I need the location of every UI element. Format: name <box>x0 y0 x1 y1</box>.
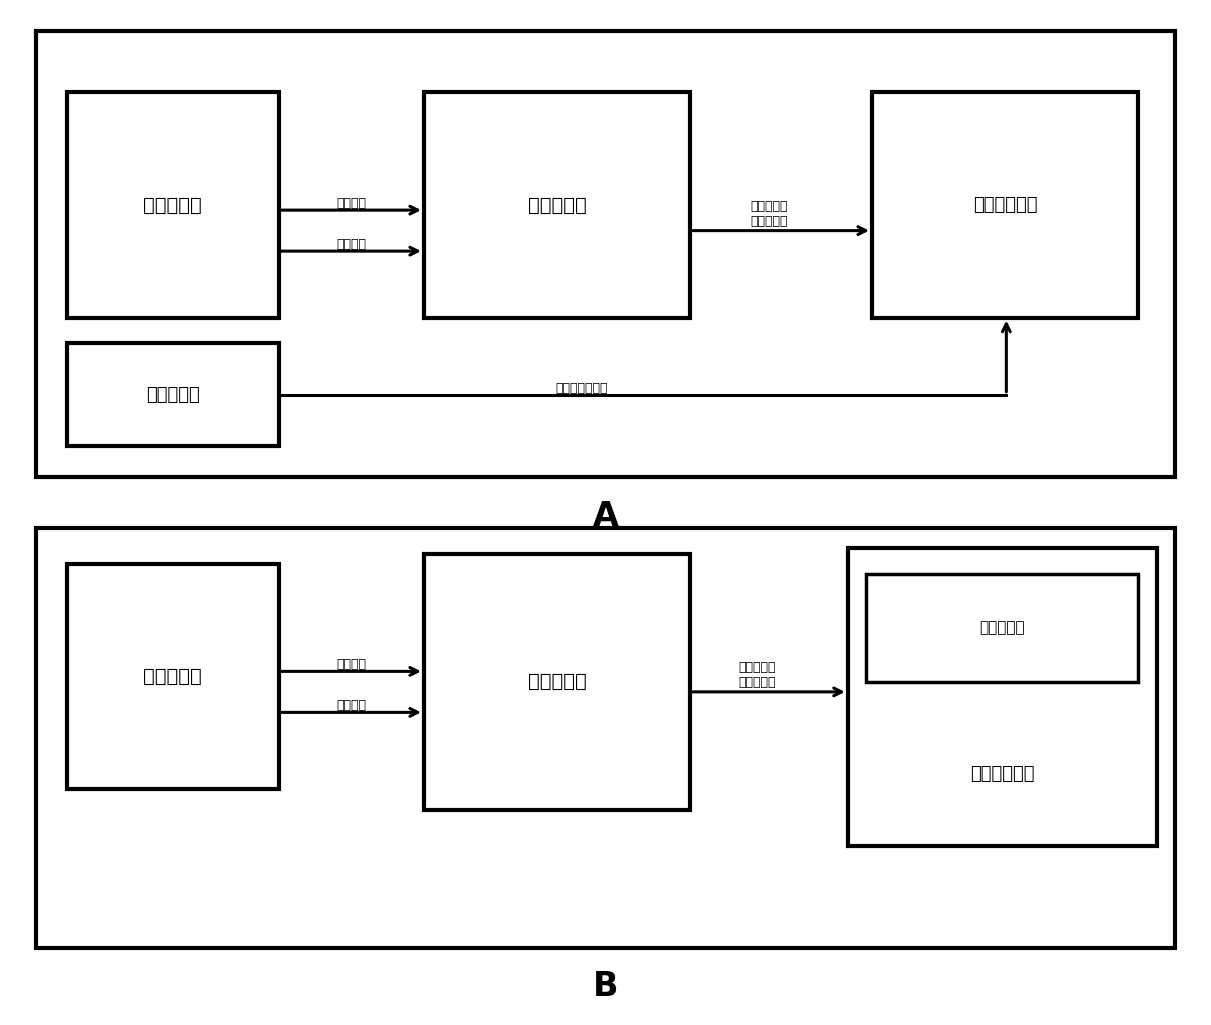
Text: 信号采集板: 信号采集板 <box>528 672 586 691</box>
Bar <box>67 343 279 446</box>
Text: 电压、温度
及故障信号: 电压、温度 及故障信号 <box>739 661 775 689</box>
Text: B: B <box>592 970 619 1002</box>
Text: 气压传感器: 气压传感器 <box>980 620 1025 636</box>
Text: 电压信号: 电压信号 <box>337 658 366 671</box>
Text: 气压及故障信号: 气压及故障信号 <box>555 381 608 395</box>
Bar <box>36 528 1175 948</box>
Bar <box>872 92 1138 318</box>
Text: 单体蓄电池: 单体蓄电池 <box>143 196 202 214</box>
Text: A: A <box>592 500 619 533</box>
Bar <box>424 554 690 810</box>
Text: 单体蓄电池: 单体蓄电池 <box>143 667 202 686</box>
Bar <box>424 92 690 318</box>
Text: 温度信号: 温度信号 <box>337 699 366 712</box>
Bar <box>866 574 1138 682</box>
Bar <box>848 548 1157 846</box>
Bar <box>67 92 279 318</box>
Bar <box>36 31 1175 477</box>
Text: 信号采集板: 信号采集板 <box>528 196 586 214</box>
Text: 气压传感器: 气压传感器 <box>145 385 200 404</box>
Text: 电压信号: 电压信号 <box>337 197 366 210</box>
Bar <box>67 564 279 789</box>
Text: 电压、温度
及故障信号: 电压、温度 及故障信号 <box>751 200 787 228</box>
Text: 电池管理系统: 电池管理系统 <box>970 765 1034 783</box>
Text: 电池管理系统: 电池管理系统 <box>972 196 1038 214</box>
Text: 温度信号: 温度信号 <box>337 238 366 251</box>
